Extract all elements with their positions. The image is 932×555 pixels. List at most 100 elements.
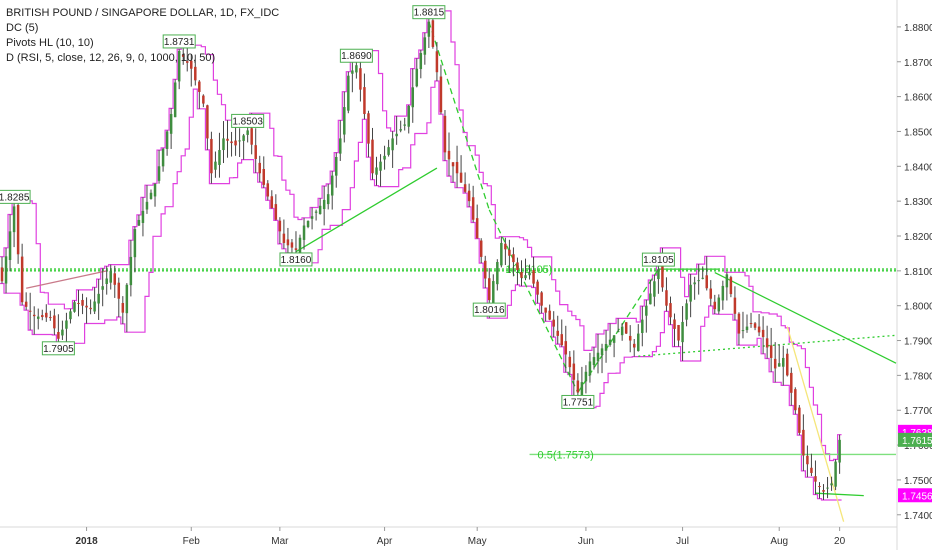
candle[interactable] [302,217,306,250]
candle[interactable] [512,247,515,277]
candle[interactable] [447,132,451,177]
candle[interactable] [93,287,96,314]
candle[interactable] [568,351,572,375]
candle[interactable] [709,280,713,306]
candle[interactable] [16,203,20,264]
candle[interactable] [165,130,169,156]
candle[interactable] [153,183,157,207]
candle[interactable] [753,321,757,331]
candle[interactable] [520,260,523,287]
candle[interactable] [681,306,684,362]
candle[interactable] [330,171,334,210]
candle[interactable] [818,482,821,499]
candle[interactable] [4,247,8,294]
candle[interactable] [455,145,459,188]
candle[interactable] [632,338,636,357]
candle[interactable] [270,190,274,209]
candle[interactable] [572,350,576,397]
candle[interactable] [339,120,342,161]
candle[interactable] [97,279,100,320]
candle[interactable] [238,128,241,158]
candle[interactable] [351,59,354,93]
candle[interactable] [181,45,185,65]
candle[interactable] [830,476,833,491]
candle[interactable] [125,283,129,333]
candle[interactable] [242,133,245,160]
candle[interactable] [367,110,370,158]
candle[interactable] [427,17,431,48]
candle[interactable] [544,307,547,322]
candle[interactable] [343,91,346,143]
candle[interactable] [733,286,737,321]
candle[interactable] [129,240,133,297]
candle[interactable] [552,311,555,338]
candle[interactable] [705,256,708,291]
candle[interactable] [210,131,213,184]
candle[interactable] [407,104,410,134]
candle[interactable] [314,209,318,221]
candle[interactable] [826,476,829,499]
candle[interactable] [65,312,68,344]
candle[interactable] [218,132,221,178]
candle[interactable] [286,227,290,253]
candle[interactable] [467,183,471,207]
candle[interactable] [222,121,225,164]
candle[interactable] [765,325,769,359]
candle[interactable] [121,296,125,324]
candle[interactable] [701,266,704,280]
candle[interactable] [713,294,717,314]
candle[interactable] [36,308,40,330]
candle[interactable] [177,49,181,90]
candle[interactable] [20,243,24,306]
candle[interactable] [334,152,338,188]
candle[interactable] [157,150,161,184]
candle[interactable] [649,279,652,305]
candle[interactable] [141,197,145,237]
candle[interactable] [604,330,608,363]
indicator-pivots[interactable]: Pivots HL (10, 10) [6,37,94,49]
candle[interactable] [363,73,366,120]
candle[interactable] [57,314,60,344]
candle[interactable] [423,32,427,65]
candle[interactable] [282,219,286,249]
candle[interactable] [77,289,80,317]
candle[interactable] [274,194,278,221]
candle[interactable] [475,204,479,239]
candle[interactable] [721,280,725,310]
candle[interactable] [798,405,801,436]
candle[interactable] [749,312,753,328]
candle[interactable] [266,180,270,201]
candle[interactable] [173,79,177,118]
candle[interactable] [24,292,28,311]
candle[interactable] [608,323,612,347]
candle[interactable] [399,120,402,133]
candle[interactable] [145,185,149,214]
candle[interactable] [69,308,72,324]
candle[interactable] [419,50,423,79]
candle[interactable] [612,335,616,358]
candle[interactable] [773,342,777,383]
candle[interactable] [109,264,112,290]
candle[interactable] [528,264,531,280]
indicator-divergence[interactable]: D (RSI, 5, close, 12, 26, 9, 0, 1000, 10… [6,52,216,64]
candle[interactable] [548,304,551,321]
candle[interactable] [725,272,729,301]
candle[interactable] [89,299,92,315]
candle[interactable] [28,292,32,331]
candle[interactable] [806,445,809,478]
candle[interactable] [278,217,282,244]
candle[interactable] [258,155,261,183]
candle[interactable] [628,325,632,353]
candle[interactable] [81,293,84,315]
candle[interactable] [500,236,503,268]
candle[interactable] [600,343,604,374]
candle[interactable] [53,308,56,336]
candle[interactable] [463,172,467,194]
candle[interactable] [443,110,447,161]
candle[interactable] [802,414,805,471]
candle[interactable] [85,297,88,324]
candle[interactable] [439,64,443,115]
candle[interactable] [761,316,765,354]
